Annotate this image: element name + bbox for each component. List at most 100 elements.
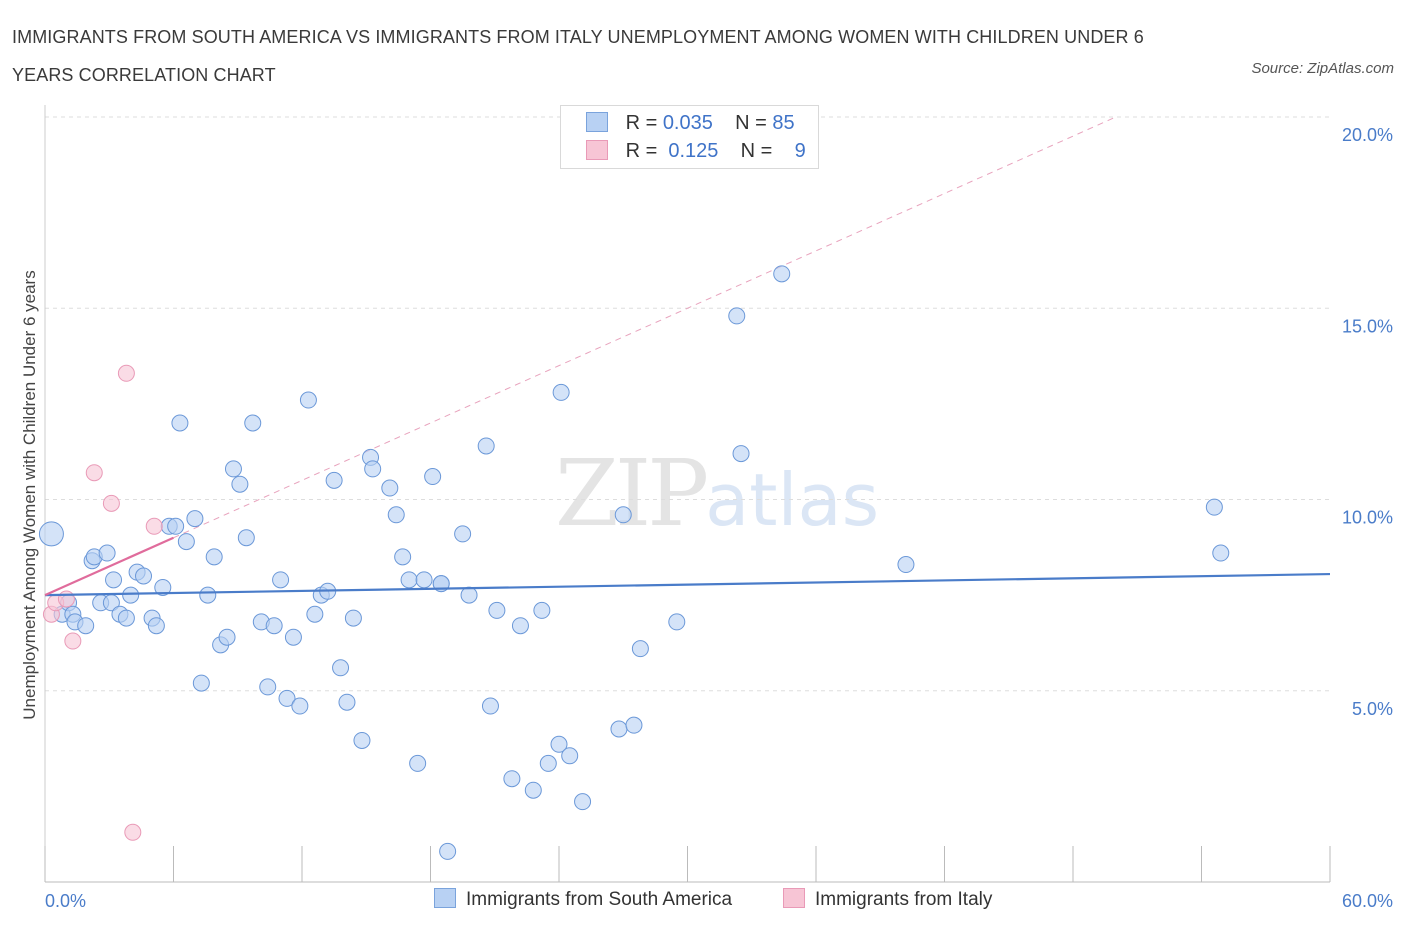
data-point [135,567,153,585]
x-tick-label: 60.0% [1342,891,1393,911]
data-point [177,533,195,551]
data-point [539,754,557,772]
data-point [424,468,442,486]
legend-r-label: R = [625,140,658,162]
data-point [394,548,412,566]
data-point [186,510,204,528]
data-point [897,556,915,574]
axes [44,105,1331,883]
data-point [145,517,163,535]
data-point [325,471,343,489]
bottom-legend-swatch-pink [783,888,805,908]
data-point [533,601,551,619]
data-point [124,823,142,841]
data-point [218,628,236,646]
data-point [561,747,579,765]
data-point [511,617,529,635]
data-point [205,548,223,566]
data-point [192,674,210,692]
data-point [244,414,262,432]
bottom-legend-label: Immigrants from Italy [815,889,993,910]
y-tick-label: 15.0% [1342,316,1393,336]
data-point [291,697,309,715]
y-tick-label: 10.0% [1342,508,1393,528]
data-point [381,479,399,497]
data-point [387,506,405,524]
data-point [231,475,249,493]
data-point [732,445,750,463]
bottom-legend-swatch-blue [434,888,456,908]
data-point [122,586,140,604]
y-tick-label: 20.0% [1342,125,1393,145]
data-point [259,678,277,696]
data-point [614,506,632,524]
data-point [167,517,185,535]
legend-r-label: R = [625,112,658,134]
legend-n-value: 85 [772,112,795,134]
bottom-legend-label: Immigrants from South America [466,889,733,910]
data-point [332,659,350,677]
trend-lines [44,536,1331,597]
data-point [299,391,317,409]
data-point [237,529,255,547]
data-point [1212,544,1230,562]
data-point [98,544,116,562]
data-point [454,525,472,543]
legend-swatch-blue [586,112,608,132]
x-tick-label: 0.0% [45,891,86,911]
data-point [477,437,495,455]
x-tick-labels: 0.0% 60.0% [45,891,1393,911]
legend-r-value: 0.125 [668,140,719,162]
data-point [415,571,433,589]
trend-extension-italy [173,116,1117,539]
data-point [105,571,123,589]
legend-n-value: 9 [794,140,806,162]
data-point [265,617,283,635]
y-tick-label: 5.0% [1352,699,1393,719]
watermark-zip: ZIP [555,440,709,547]
data-point [364,460,382,478]
legend-row-italy: R = 0.125 N = 9 [586,140,806,168]
chart-title: IMMIGRANTS FROM SOUTH AMERICA VS IMMIGRA… [12,27,1144,85]
data-point [488,601,506,619]
data-point [439,842,457,860]
data-point [550,735,568,753]
y-tick-labels: 5.0% 10.0% 15.0% 20.0% [1342,125,1393,719]
data-point [284,628,302,646]
data-point [171,414,189,432]
data-point [460,586,478,604]
data-point [400,571,418,589]
data-point [64,632,82,650]
data-point [1205,498,1223,516]
data-point [147,617,165,635]
correlation-legend: R = 0.035 N = 85 R = 0.125 N = 9 [560,105,819,169]
data-point [481,697,499,715]
data-point [728,307,746,325]
data-point [102,494,120,512]
data-point [57,590,75,608]
data-point [117,609,135,627]
data-point [574,793,592,811]
legend-n-label: N = [740,140,773,162]
trend-extension [173,116,1117,539]
grid-lines [45,116,1330,692]
data-point [409,754,427,772]
data-point [199,586,217,604]
bottom-legend-italy: Immigrants from Italy [783,888,992,911]
trend-line-italy [44,536,174,597]
source-label: Source: ZipAtlas.com [1251,60,1394,77]
data-point [338,693,356,711]
bottom-legend-south-america: Immigrants from South America [434,888,732,911]
data-point [524,781,542,799]
data-point [85,464,103,482]
legend-row-south-america: R = 0.035 N = 85 [586,112,795,140]
series-south-america [38,265,1230,860]
data-point [77,617,95,635]
data-point [272,571,290,589]
legend-swatch-pink [586,140,608,160]
legend-n-label: N = [735,112,767,134]
data-point [625,716,643,734]
data-point [631,640,649,658]
data-point [38,521,64,547]
